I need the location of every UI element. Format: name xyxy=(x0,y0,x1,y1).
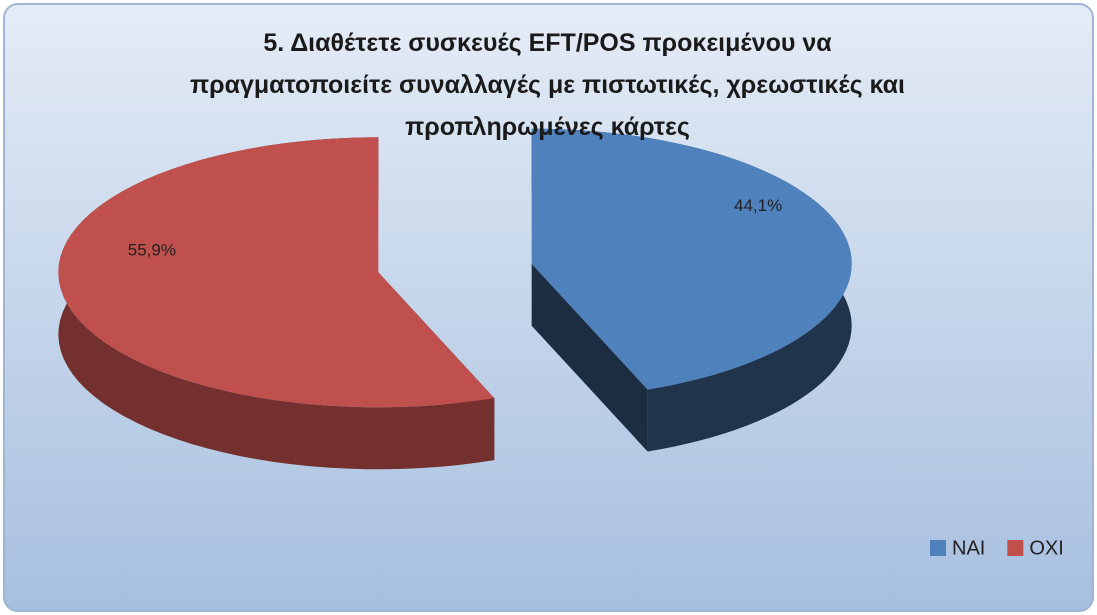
slice xyxy=(531,128,852,390)
legend-label: ΝΑΙ xyxy=(952,537,985,559)
legend-swatch xyxy=(1007,540,1024,556)
data-label: 55,9% xyxy=(128,240,176,259)
data-label: 44,1% xyxy=(734,196,782,215)
chart-title: 5. Διαθέτετε συσκευές EFT/POS προκειμένο… xyxy=(190,29,905,141)
slice xyxy=(58,137,495,408)
pie: 44,1% 55,9% xyxy=(58,128,852,470)
legend-label: ΟΧΙ xyxy=(1029,537,1063,559)
slice-side xyxy=(531,263,648,452)
legend: ΝΑΙ ΟΧΙ xyxy=(930,537,1064,559)
legend-swatch xyxy=(930,540,946,556)
